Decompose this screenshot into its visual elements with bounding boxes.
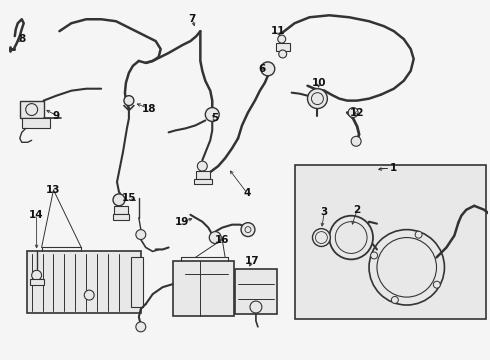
Bar <box>22 118 49 129</box>
Bar <box>131 257 143 307</box>
Circle shape <box>312 93 323 105</box>
Circle shape <box>335 222 367 253</box>
Circle shape <box>433 281 441 288</box>
Bar <box>195 179 212 184</box>
Circle shape <box>261 62 275 76</box>
Text: 3: 3 <box>321 207 328 217</box>
Text: 18: 18 <box>142 104 156 113</box>
Bar <box>172 261 234 316</box>
Circle shape <box>205 108 219 121</box>
Circle shape <box>25 104 38 116</box>
Circle shape <box>348 108 358 117</box>
Text: 13: 13 <box>46 185 61 195</box>
Bar <box>20 100 44 118</box>
Text: 4: 4 <box>244 188 251 198</box>
Bar <box>113 214 129 220</box>
Text: 2: 2 <box>353 205 361 215</box>
Text: 16: 16 <box>215 234 229 244</box>
Text: 5: 5 <box>212 113 219 123</box>
Circle shape <box>250 301 262 313</box>
Circle shape <box>329 216 373 260</box>
Circle shape <box>209 231 221 243</box>
Circle shape <box>415 231 422 238</box>
Text: 10: 10 <box>312 78 327 88</box>
Bar <box>196 171 210 179</box>
Circle shape <box>32 270 42 280</box>
Circle shape <box>351 136 361 146</box>
Text: 15: 15 <box>122 193 136 203</box>
Circle shape <box>279 50 287 58</box>
Circle shape <box>245 227 251 233</box>
Text: 9: 9 <box>53 111 60 121</box>
Text: 6: 6 <box>258 64 266 74</box>
Circle shape <box>124 96 134 105</box>
Text: 7: 7 <box>189 14 196 24</box>
Circle shape <box>316 231 327 243</box>
Text: 12: 12 <box>350 108 365 117</box>
Circle shape <box>308 89 327 109</box>
Bar <box>114 206 128 214</box>
Circle shape <box>197 161 207 171</box>
Circle shape <box>369 230 444 305</box>
Circle shape <box>84 290 94 300</box>
Text: 17: 17 <box>245 256 259 266</box>
Bar <box>30 279 44 285</box>
Circle shape <box>392 297 398 303</box>
Circle shape <box>313 229 330 247</box>
Circle shape <box>241 223 255 237</box>
Circle shape <box>370 252 378 259</box>
Circle shape <box>136 230 146 239</box>
Text: 11: 11 <box>270 26 285 36</box>
Text: 8: 8 <box>18 34 25 44</box>
Text: 14: 14 <box>29 210 44 220</box>
Circle shape <box>113 194 125 206</box>
Text: 1: 1 <box>390 163 397 173</box>
Circle shape <box>278 35 286 43</box>
Circle shape <box>377 238 437 297</box>
Bar <box>26 251 141 313</box>
Circle shape <box>136 322 146 332</box>
Bar <box>294 165 486 319</box>
Bar <box>276 43 290 51</box>
Bar <box>235 269 277 314</box>
Text: 19: 19 <box>175 217 190 227</box>
